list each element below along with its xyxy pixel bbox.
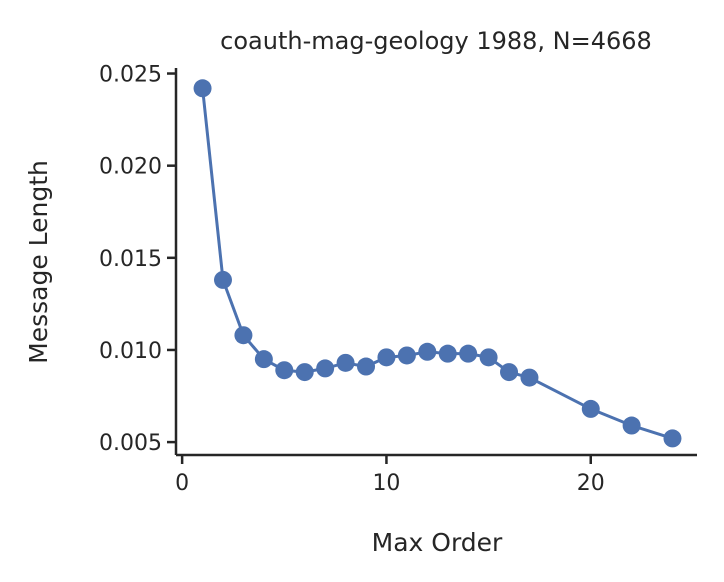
data-point	[581, 399, 600, 418]
data-point	[500, 363, 519, 382]
data-point	[213, 270, 232, 289]
y-tick-label: 0.005	[99, 431, 162, 456]
data-point	[336, 353, 355, 372]
data-point	[418, 342, 437, 361]
y-tick-label: 0.015	[99, 247, 162, 272]
x-axis-label: Max Order	[372, 528, 503, 557]
data-point	[316, 359, 335, 378]
data-point	[663, 429, 682, 448]
y-axis-label: Message Length	[24, 160, 53, 364]
y-ticks: 0.005 0.010 0.015 0.020 0.025	[99, 63, 176, 456]
x-tick-label: 20	[577, 471, 605, 496]
data-point	[438, 344, 457, 363]
y-tick-label: 0.010	[99, 339, 162, 364]
data-point	[520, 368, 539, 387]
data-point	[459, 344, 478, 363]
chart-title: coauth-mag-geology 1988, N=4668	[220, 27, 652, 55]
data-point	[397, 346, 416, 365]
data-point	[357, 357, 376, 376]
data-point	[254, 350, 273, 369]
data-point	[275, 361, 294, 380]
series-group	[193, 79, 682, 448]
x-tick-label: 10	[372, 471, 400, 496]
y-tick-label: 0.025	[99, 63, 162, 88]
data-point	[622, 416, 641, 435]
series-line	[201, 88, 673, 440]
data-point	[377, 348, 396, 367]
data-point	[234, 326, 253, 345]
data-point	[193, 79, 212, 98]
x-ticks: 0 10 20	[175, 455, 605, 496]
data-point	[479, 348, 498, 367]
y-tick-label: 0.020	[99, 155, 162, 180]
plot-area: 0 10 20 0.005 0.010 0.015 0.020 0.025	[99, 63, 697, 496]
data-point	[295, 363, 314, 382]
x-tick-label: 0	[175, 471, 189, 496]
